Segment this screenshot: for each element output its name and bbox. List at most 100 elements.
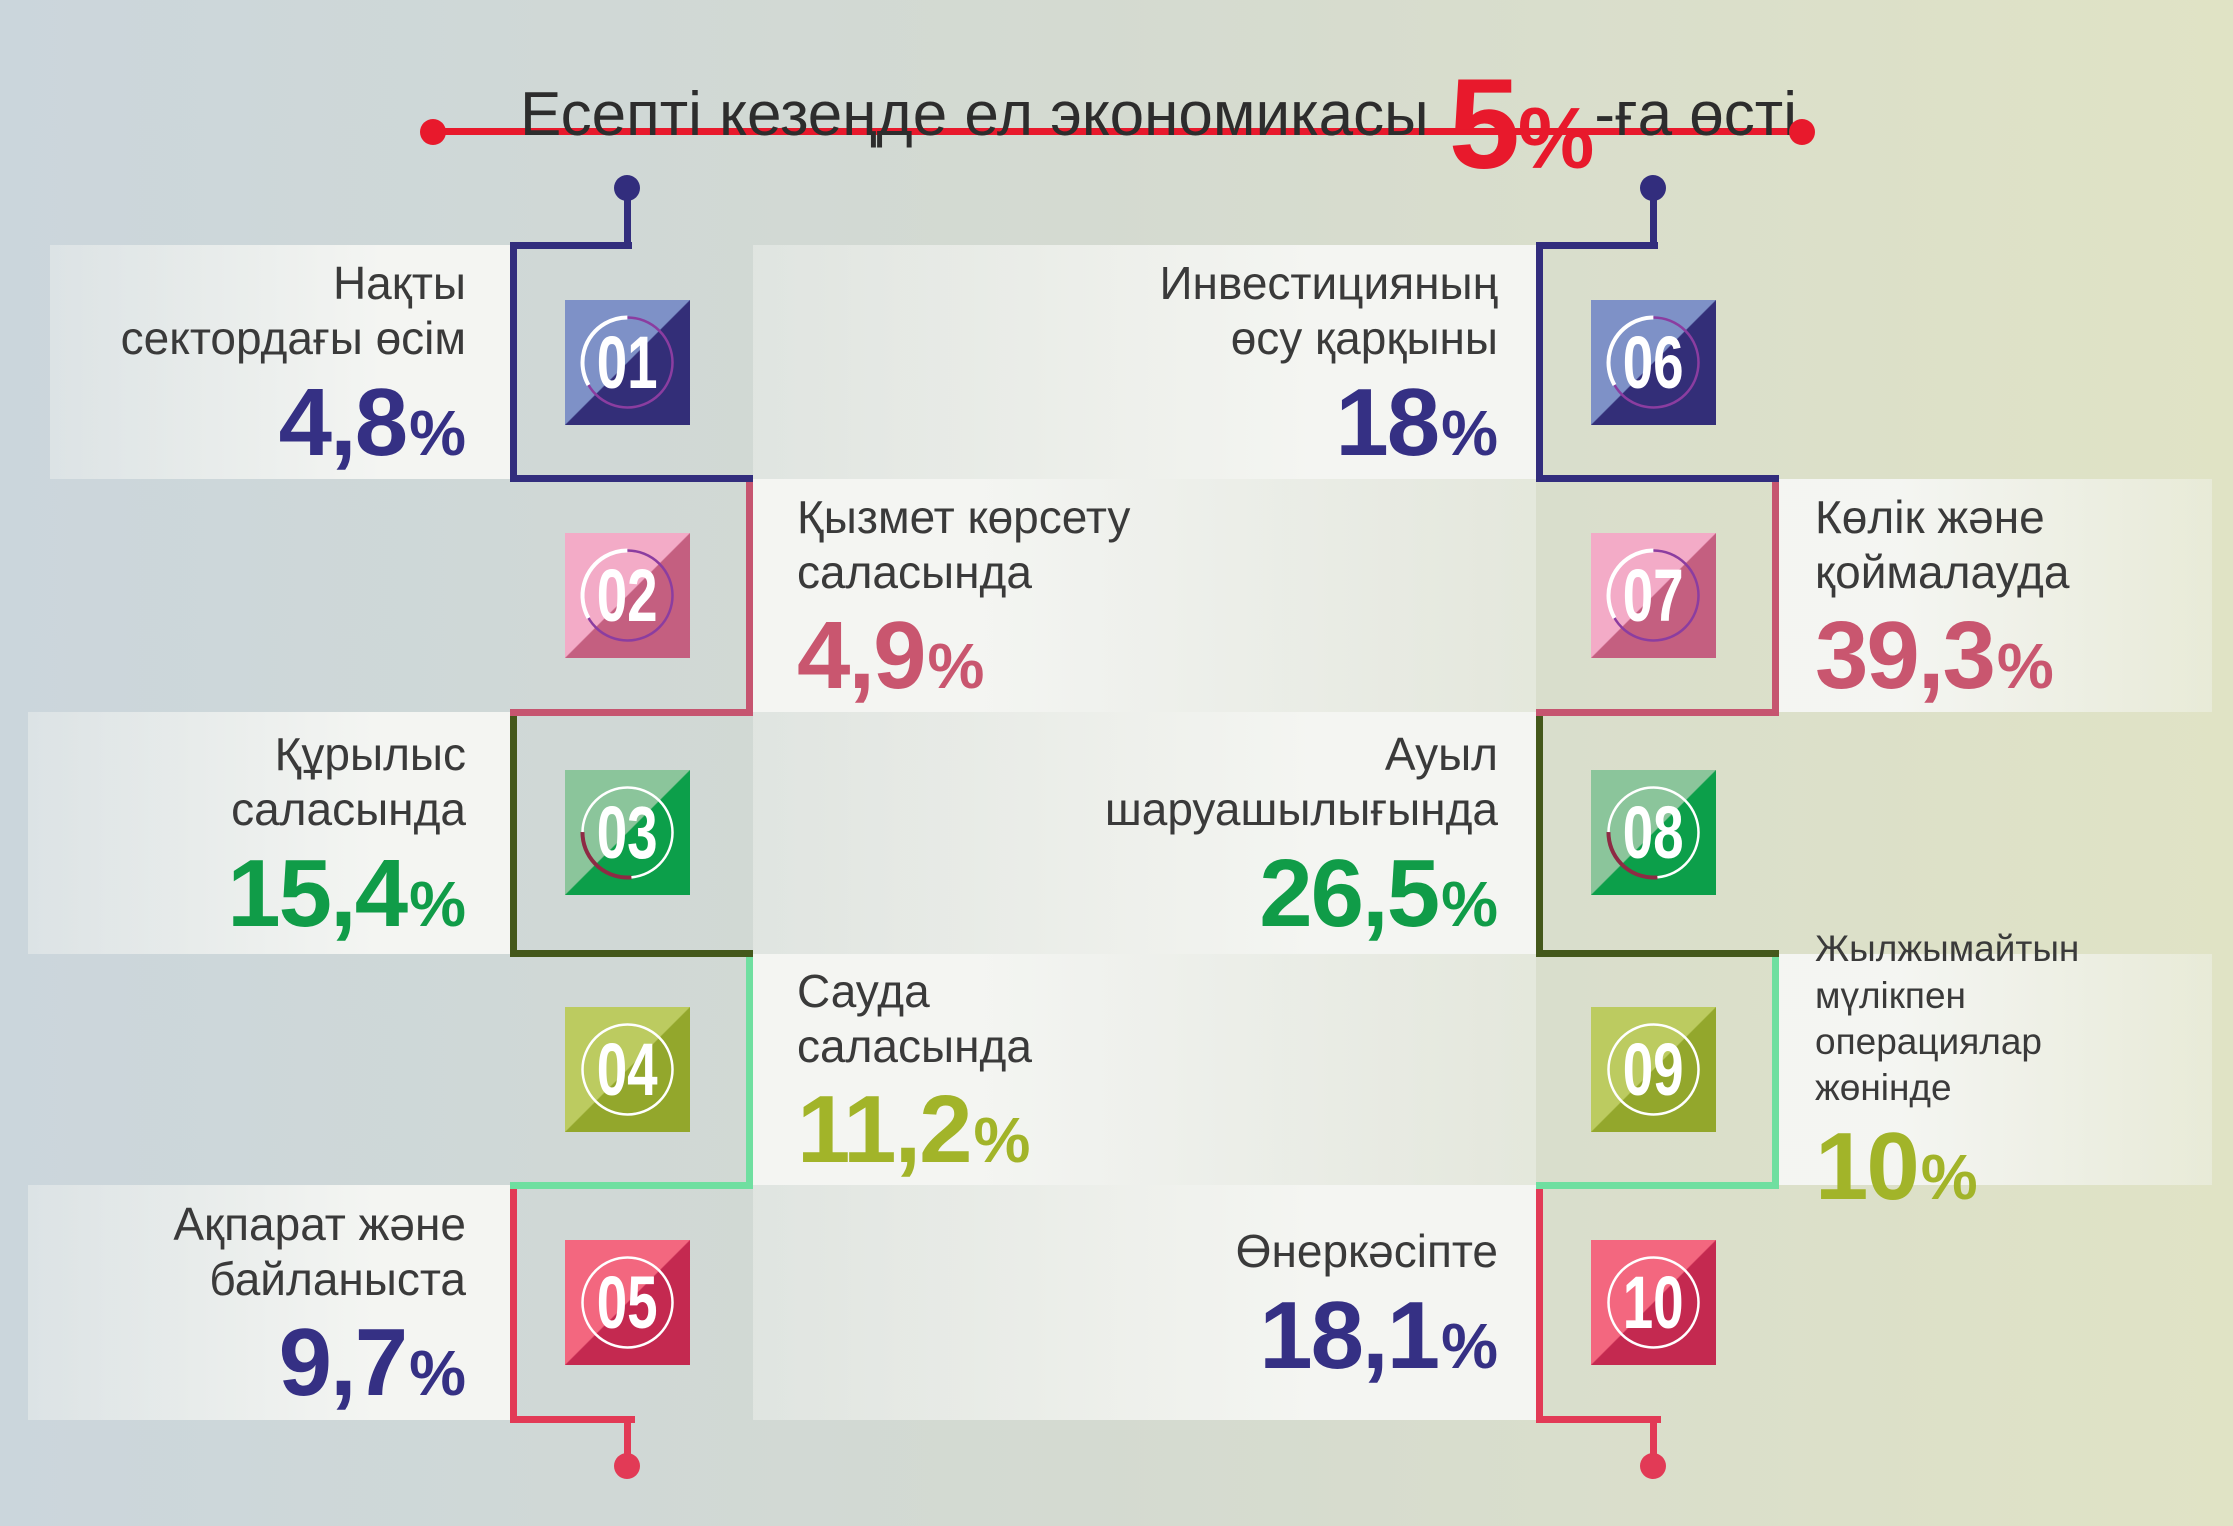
title-highlight-unit: %: [1517, 91, 1595, 187]
sector-label-08: Ауыл шаруашылығында: [797, 727, 1498, 837]
connector-04: [510, 1182, 753, 1189]
badge-number: 04: [597, 1028, 658, 1111]
left-column-start-dot-icon: [614, 175, 640, 201]
sector-label-04: Сауда саласында: [797, 964, 1492, 1074]
connector-10: [1536, 1416, 1661, 1423]
badge-ring-icon: [1606, 548, 1701, 643]
title-underline-right-dot-icon: [1789, 119, 1815, 145]
sector-label-line: байланыста: [209, 1252, 466, 1305]
sector-value-01: 4,8%: [94, 374, 466, 470]
badge-06: 06: [1591, 300, 1716, 425]
connector-06: [1650, 190, 1657, 248]
connector-01: [510, 475, 753, 482]
right-column-start-dot-icon: [1640, 175, 1666, 201]
sector-label-line: Нақты: [332, 257, 466, 310]
sector-value-03: 15,4%: [72, 845, 466, 941]
badge-ring-icon: [1606, 315, 1701, 410]
sector-panel-07: Көлік және қоймалауда 39,3%: [1779, 479, 2212, 712]
sector-value-unit: %: [409, 867, 466, 940]
badge-ring-icon: [1607, 1023, 1700, 1116]
sector-value-07: 39,3%: [1815, 608, 2168, 704]
connector-10: [1650, 1416, 1657, 1462]
title-highlight-value: 5: [1448, 53, 1520, 196]
title-underline: [433, 128, 1802, 135]
sector-value-number: 26,5: [1259, 839, 1440, 947]
badge-04: 04: [565, 1007, 690, 1132]
title-underline-left-dot-icon: [420, 119, 446, 145]
sector-value-unit: %: [927, 630, 985, 703]
sector-value-unit: %: [1996, 630, 2054, 703]
sector-label-line: Ақпарат және: [173, 1197, 466, 1250]
sector-label-line: шаруашылығында: [1104, 783, 1498, 836]
badge-08: 08: [1591, 770, 1716, 895]
sector-value-unit: %: [409, 396, 466, 469]
sector-label-10: Өнеркәсіпте: [797, 1224, 1498, 1279]
connector-07: [1772, 482, 1779, 716]
connector-09: [1772, 957, 1779, 1189]
sector-value-number: 4,8: [278, 368, 408, 476]
sector-label-line: Қызмет көрсету: [797, 490, 1131, 543]
right-column-end-dot-icon: [1640, 1453, 1666, 1479]
badge-10: 10: [1591, 1240, 1716, 1365]
badge-ring-icon: [580, 785, 675, 880]
connector-03: [510, 950, 753, 957]
badge-ring-icon: [1607, 1256, 1700, 1349]
sector-panel-01: Нақты сектордағы өсім 4,8%: [50, 245, 510, 479]
sector-label-06: Инвестицияның өсу қарқыны: [797, 256, 1498, 366]
connector-08: [1536, 950, 1779, 957]
sector-panel-08: Ауыл шаруашылығында 26,5%: [753, 712, 1536, 954]
page-title: Есепті кезеңде ел экономикасы 5%-ға өсті: [42, 28, 2233, 189]
sector-value-number: 9,7: [278, 1309, 408, 1417]
connector-10: [1536, 1189, 1543, 1423]
sector-label-line: сектордағы өсім: [120, 312, 466, 365]
connector-02: [746, 482, 753, 716]
badge-ring-icon: [581, 1023, 674, 1116]
connector-07: [1536, 709, 1779, 716]
badge-number: 03: [597, 791, 658, 874]
sector-value-unit: %: [973, 1104, 1031, 1177]
sector-label-line: Инвестицияның: [1159, 257, 1498, 310]
sector-label-07: Көлік және қоймалауда: [1815, 490, 2168, 600]
connector-05: [624, 1416, 631, 1462]
title-highlight: 5%: [1449, 61, 1595, 189]
badge-05: 05: [565, 1240, 690, 1365]
sector-label-05: Ақпарат және байланыста: [72, 1197, 466, 1307]
title-suffix: -ға өсті: [1594, 80, 1797, 149]
badge-number: 10: [1623, 1261, 1684, 1344]
badge-number: 06: [1623, 321, 1684, 404]
badge-ring-icon: [580, 315, 675, 410]
badge-number: 08: [1623, 791, 1684, 874]
badge-number: 07: [1623, 554, 1684, 637]
sector-panel-05: Ақпарат және байланыста 9,7%: [28, 1185, 510, 1420]
connector-04: [746, 957, 753, 1189]
sector-label-09: Жылжымайтын мүлікпен операциялар жөнінде: [1815, 926, 2168, 1111]
sector-label-line: саласында: [797, 1019, 1032, 1072]
badge-number: 01: [597, 321, 658, 404]
sector-label-line: Жылжымайтын мүлікпен: [1815, 928, 2080, 1016]
badge-02: 02: [565, 533, 690, 658]
sector-panel-04: Сауда саласында 11,2%: [753, 954, 1536, 1185]
connector-06: [1536, 242, 1658, 249]
sector-label-line: Құрылыс: [274, 728, 466, 781]
badge-number: 09: [1623, 1028, 1684, 1111]
badge-03: 03: [565, 770, 690, 895]
sector-panel-10: Өнеркәсіпте 18,1%: [753, 1185, 1536, 1420]
sector-value-02: 4,9%: [797, 608, 1492, 704]
sector-panel-02: Қызмет көрсету саласында 4,9%: [753, 479, 1536, 712]
badge-ring-icon: [580, 548, 675, 643]
badge-ring-icon: [581, 1256, 674, 1349]
sector-value-number: 18,1: [1259, 1281, 1440, 1389]
sector-value-05: 9,7%: [72, 1315, 466, 1411]
sector-value-number: 39,3: [1815, 602, 1996, 710]
sector-panel-03: Құрылыс саласында 15,4%: [28, 712, 510, 954]
sector-label-line: Көлік және: [1815, 490, 2045, 543]
connector-09: [1536, 1182, 1779, 1189]
connector-01: [510, 242, 517, 482]
sector-panel-06: Инвестицияның өсу қарқыны 18%: [753, 245, 1536, 479]
sector-label-line: саласында: [231, 783, 466, 836]
connector-05: [510, 1416, 635, 1423]
sector-value-number: 18: [1335, 368, 1440, 476]
sector-label-line: Өнеркәсіпте: [1235, 1225, 1498, 1278]
sector-value-number: 11,2: [797, 1076, 973, 1184]
